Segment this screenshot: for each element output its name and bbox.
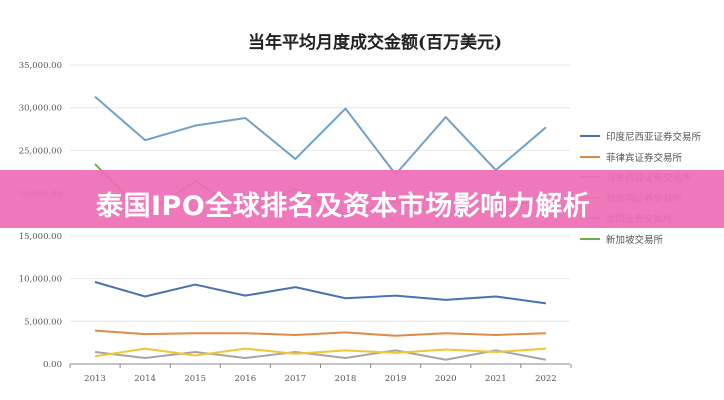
y-tick-label: 15,000.00 (19, 232, 62, 242)
title-banner (0, 170, 724, 228)
x-tick-label: 2018 (335, 374, 357, 384)
y-tick-label: 10,000.00 (19, 275, 62, 285)
y-tick-label: 35,000.00 (19, 61, 62, 71)
banner-text: 泰国IPO全球排名及资本市场影响力解析 (96, 191, 591, 222)
x-tick-label: 2022 (535, 374, 557, 384)
y-tick-label: 5,000.00 (24, 317, 62, 327)
series-line (94, 95, 547, 176)
legend-label: 印度尼西亚证券交易所 (606, 132, 702, 144)
y-tick-label: 25,000.00 (19, 146, 62, 156)
legend-label: 菲律宾证券交易所 (606, 152, 683, 164)
x-tick-label: 2017 (285, 374, 307, 384)
legend-swatch (580, 135, 600, 138)
x-tick-label: 2020 (435, 374, 457, 384)
x-tick-label: 2016 (234, 374, 256, 384)
chart-title: 当年平均月度成交金额(百万美元) (247, 33, 503, 53)
series-line (94, 349, 547, 361)
legend-swatch (580, 237, 600, 240)
series-line (94, 281, 547, 305)
x-tick-label: 2019 (385, 374, 407, 384)
y-tick-label: 0.00 (43, 360, 62, 370)
y-tick-label: 30,000.00 (19, 104, 62, 114)
x-tick-label: 2021 (485, 374, 507, 384)
legend-item: 印度尼西亚证券交易所 (580, 126, 701, 147)
x-tick-label: 2014 (134, 374, 156, 384)
x-tick-label: 2015 (184, 374, 206, 384)
legend-item: 新加坡交易所 (580, 229, 701, 250)
series-line (94, 347, 546, 358)
x-tick-label: 2013 (84, 374, 106, 384)
series-line (94, 329, 546, 337)
legend-swatch (580, 155, 600, 158)
legend-item: 菲律宾证券交易所 (580, 147, 701, 168)
legend-label: 新加坡交易所 (606, 234, 664, 246)
